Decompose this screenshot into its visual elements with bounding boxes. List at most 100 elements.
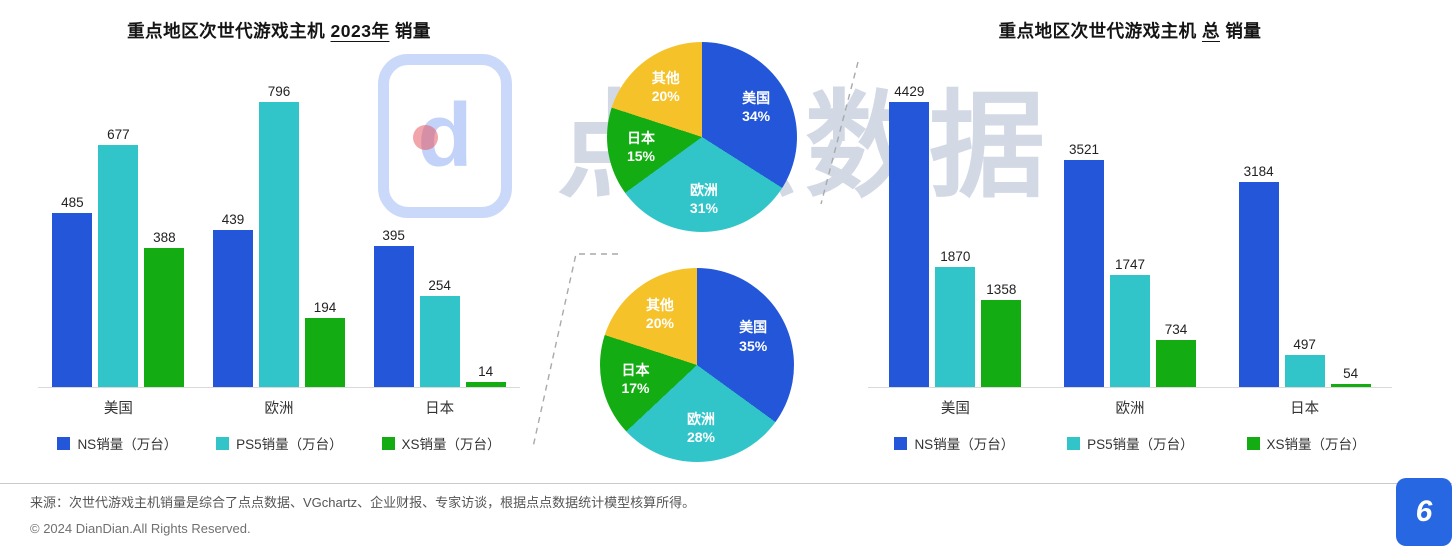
bar-with-label: 1358 — [981, 282, 1022, 387]
bar-with-label: 734 — [1155, 322, 1196, 387]
bar-chart-total-sales: 重点地区次世代游戏主机 总 销量 4429 1870 1358 3521 1747 734… — [868, 18, 1392, 453]
pie-slice-percent: 20% — [651, 88, 680, 105]
pie-slice-percent: 28% — [686, 428, 715, 445]
pie-slice-percent: 35% — [739, 337, 768, 354]
bar-with-label: 254 — [419, 278, 460, 387]
bar-value-label: 497 — [1293, 337, 1316, 352]
category-label: 日本 — [1290, 401, 1320, 417]
bar-with-label: 3521 — [1063, 142, 1104, 387]
bar — [1330, 384, 1371, 387]
bar-with-label: 194 — [304, 300, 345, 387]
legend-item: XS销量（万台） — [1246, 433, 1366, 453]
bar-with-label: 677 — [98, 127, 139, 387]
bar-with-label: 1870 — [935, 249, 976, 387]
pie-slice-label: 日本 17% — [621, 361, 649, 397]
legend-item: PS5销量（万台） — [1067, 433, 1194, 453]
legend-label: NS销量（万台） — [914, 437, 1015, 452]
legend-swatch — [381, 436, 395, 450]
chart-title: 重点地区次世代游戏主机 2023年 销量 — [38, 18, 520, 43]
bar-value-label: 54 — [1343, 366, 1359, 381]
bar-with-label: 54 — [1330, 366, 1371, 387]
bar-value-label: 1358 — [986, 282, 1017, 297]
legend: NS销量（万台） PS5销量（万台） XS销量（万台） — [868, 433, 1392, 453]
bar — [98, 145, 139, 387]
pie-chart-2023-share: 美国 34% 欧洲 31% 日本 15% 其他 20% — [607, 42, 797, 232]
bar-with-label: 439 — [212, 212, 253, 387]
bar — [1155, 340, 1196, 387]
category-label: 欧洲 — [1115, 401, 1145, 417]
page-number: 6 — [1415, 495, 1433, 528]
pie-slice-name: 日本 — [621, 361, 650, 378]
pie-disc — [600, 268, 794, 462]
legend-item: NS销量（万台） — [894, 433, 1014, 453]
chart-title-emphasis: 2023年 — [330, 21, 390, 41]
bar — [935, 267, 976, 387]
chart-title-prefix: 重点地区次世代游戏主机 — [127, 21, 331, 41]
bar-value-label: 3521 — [1068, 142, 1099, 157]
pie-chart-total-share: 美国 35% 欧洲 28% 日本 17% 其他 20% — [600, 268, 794, 462]
bar-value-label: 194 — [313, 300, 337, 315]
source-note: 来源：次世代游戏主机销量是综合了点点数据、VGchartz、企业财报、专家访谈，… — [30, 495, 696, 510]
category-label: 美国 — [940, 401, 970, 417]
bar — [373, 246, 414, 387]
bar-with-label: 497 — [1284, 337, 1325, 387]
bar-group: 439 796 194 — [212, 84, 345, 387]
category-label: 美国 — [103, 401, 133, 417]
bar — [1063, 160, 1104, 387]
bar-with-label: 485 — [52, 195, 93, 387]
page-number-badge: 6 — [1396, 478, 1452, 546]
legend-swatch — [57, 436, 71, 450]
pie-slice-label: 美国 35% — [739, 318, 767, 354]
legend-item: PS5销量（万台） — [216, 433, 343, 453]
chart-title: 重点地区次世代游戏主机 总 销量 — [868, 18, 1392, 43]
bar-value-label: 1870 — [940, 249, 971, 264]
chart-title-suffix: 销量 — [1220, 21, 1262, 41]
bar-with-label: 3184 — [1238, 164, 1279, 387]
legend-swatch — [1067, 436, 1081, 450]
pie-slice-percent: 15% — [626, 147, 656, 164]
bar-with-label: 1747 — [1109, 257, 1150, 387]
bar-group: 3184 497 54 — [1238, 164, 1371, 387]
dashed-connector-right — [820, 61, 859, 205]
bar — [258, 102, 299, 387]
legend-swatch — [216, 436, 230, 450]
pie-slice-label: 欧洲 28% — [687, 410, 715, 446]
bar-value-label: 439 — [221, 212, 245, 227]
bar-group: 3521 1747 734 — [1063, 142, 1196, 387]
bar-chart-2023-sales: 重点地区次世代游戏主机 2023年 销量 485 677 388 439 796 194 3… — [38, 18, 520, 453]
bar-value-label: 1747 — [1114, 257, 1145, 272]
x-axis-labels: 美国 欧洲 日本 — [868, 388, 1392, 418]
legend-swatch — [1246, 436, 1260, 450]
pie-slice-label: 美国 34% — [742, 89, 770, 125]
chart-title-suffix: 销量 — [389, 21, 431, 41]
bar-value-label: 796 — [267, 84, 291, 99]
legend: NS销量（万台） PS5销量（万台） XS销量（万台） — [38, 433, 520, 453]
footer-divider — [0, 483, 1452, 484]
bar-value-label: 4429 — [894, 84, 925, 99]
bar — [1284, 355, 1325, 387]
pie-slice-percent: 34% — [742, 108, 771, 125]
copyright-note: © 2024 DianDian.All Rights Reserved. — [30, 521, 251, 536]
x-axis-labels: 美国 欧洲 日本 — [38, 388, 520, 418]
bar — [144, 248, 185, 387]
bar-value-label: 3184 — [1243, 164, 1274, 179]
bar-value-label: 485 — [61, 195, 84, 210]
pie-slice-name: 其他 — [645, 296, 674, 313]
bar-value-label: 254 — [428, 278, 451, 293]
bar-with-label: 14 — [465, 364, 506, 387]
bar — [1109, 275, 1150, 387]
bar — [1238, 182, 1279, 387]
bar-with-label: 388 — [144, 230, 185, 387]
bar — [981, 300, 1022, 387]
bar-group: 395 254 14 — [373, 228, 506, 387]
pie-slice-name: 欧洲 — [686, 410, 715, 427]
bar-value-label: 677 — [107, 127, 130, 142]
bar — [889, 102, 930, 387]
bar — [52, 213, 93, 387]
chart-title-prefix: 重点地区次世代游戏主机 — [998, 21, 1202, 41]
pie-slice-percent: 20% — [645, 314, 674, 331]
legend-label: NS销量（万台） — [77, 437, 178, 452]
plot-area: 4429 1870 1358 3521 1747 734 3184 497 54 — [868, 57, 1392, 388]
